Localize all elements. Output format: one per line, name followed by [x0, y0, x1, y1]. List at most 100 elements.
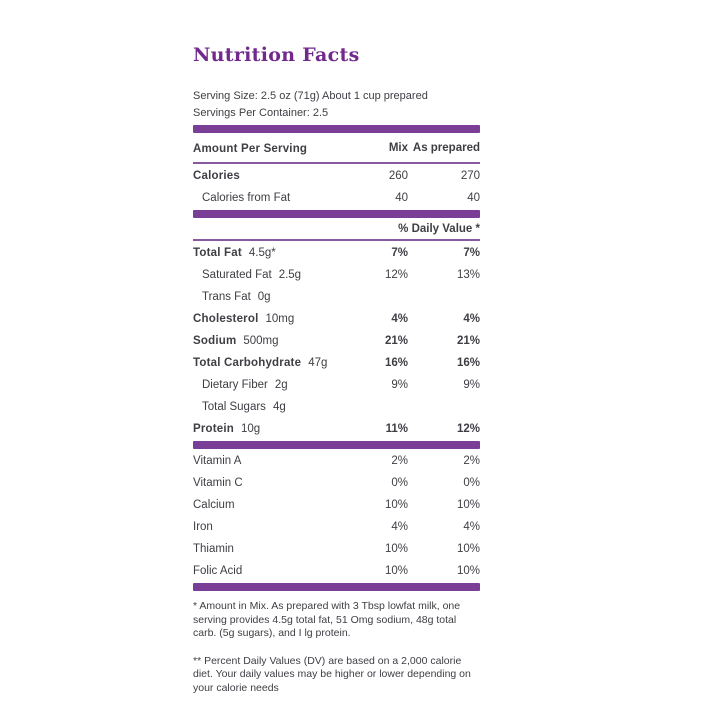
nutrient-row: Dietary Fiber 2g 9% 9%: [193, 374, 480, 396]
row-label-cell: Cholesterol 10mg: [193, 313, 346, 325]
row-amount: 0g: [257, 291, 271, 304]
row-amount: 47g: [308, 357, 328, 370]
row-label: Vitamin C: [193, 477, 243, 490]
prepared-value: 7%: [463, 247, 480, 260]
divider-bar-bottom: [193, 583, 480, 592]
row-label: Thiamin: [193, 543, 234, 556]
thin-rule-under-header: [193, 162, 480, 165]
page-title: Nutrition Facts: [193, 44, 360, 66]
row-label-cell: Folic Acid: [193, 565, 346, 577]
row-label-cell: Sodium 500mg: [193, 335, 346, 347]
table-header-row: Amount Per Serving Mix As prepared: [193, 133, 480, 162]
mix-value: 260: [388, 170, 408, 183]
footnote: ** Percent Daily Values (DV) are based o…: [193, 654, 471, 694]
prepared-value: 21%: [456, 335, 480, 348]
row-label: Dietary Fiber: [202, 379, 268, 392]
amount-per-serving-header: Amount Per Serving: [193, 142, 308, 155]
row-label-cell: Calories from Fat: [193, 192, 346, 204]
row-amount: 2g: [274, 379, 288, 392]
as-prepared-column-header: As prepared: [412, 142, 480, 154]
divider-bar-after-protein: [193, 441, 480, 450]
row-label: Total Fat: [193, 247, 242, 260]
row-label-cell: Vitamin C: [193, 477, 346, 489]
prepared-value: 0%: [463, 477, 480, 490]
row-amount: 500mg: [243, 335, 279, 348]
nutrient-row: Saturated Fat 2.5g 12% 13%: [193, 264, 480, 286]
prepared-value: 12%: [456, 423, 480, 436]
prepared-value: 10%: [456, 499, 480, 512]
row-label: Calories: [193, 170, 240, 183]
row-label: Total Carbohydrate: [193, 357, 302, 370]
row-label: Calcium: [193, 499, 235, 512]
row-label: Iron: [193, 521, 213, 534]
prepared-value: 40: [467, 192, 480, 205]
row-label-cell: Total Fat 4.5g*: [193, 247, 346, 259]
row-label: Sodium: [193, 335, 237, 348]
row-label-cell: Calcium: [193, 499, 346, 511]
row-label: Cholesterol: [193, 313, 259, 326]
serving-size-line: Serving Size: 2.5 oz (71g) About 1 cup p…: [193, 90, 428, 102]
row-label: Calories from Fat: [202, 192, 291, 205]
prepared-value: 10%: [456, 565, 480, 578]
row-label-cell: Total Carbohydrate 47g: [193, 357, 346, 369]
row-label-cell: Thiamin: [193, 543, 346, 555]
calories-row: Calories 260 270: [193, 165, 480, 187]
daily-value-header-row: % Daily Value *: [193, 218, 480, 239]
mix-value: 12%: [384, 269, 408, 282]
prepared-value: 16%: [456, 357, 480, 370]
mix-value: 11%: [385, 423, 408, 436]
servings-per-container-line: Servings Per Container: 2.5: [193, 106, 329, 119]
mix-value: 4%: [391, 521, 408, 534]
mix-value: 10%: [384, 565, 408, 578]
prepared-value: 9%: [463, 379, 480, 392]
nutrient-row: Trans Fat 0g: [193, 286, 480, 308]
footnotes: * Amount in Mix. As prepared with 3 Tbsp…: [193, 600, 480, 695]
row-label-cell: Iron: [193, 521, 346, 533]
row-label: Protein: [193, 423, 235, 436]
prepared-value: 4%: [463, 313, 480, 326]
prepared-value: 270: [460, 170, 480, 183]
mix-value: 9%: [391, 379, 408, 392]
row-label: Vitamin A: [193, 455, 242, 468]
calories-section: Calories 260 270 Calories from Fat 40 40: [193, 165, 480, 209]
row-label: Folic Acid: [193, 565, 243, 578]
row-label-cell: Saturated Fat 2.5g: [193, 269, 346, 281]
divider-bar-after-calories: [193, 210, 480, 219]
prepared-value: 2%: [463, 455, 480, 468]
row-amount: 2.5g: [278, 269, 302, 282]
prepared-value: 13%: [456, 269, 480, 282]
vitamin-row: Vitamin C 0% 0%: [193, 472, 480, 494]
row-amount: 4g: [272, 401, 286, 414]
mix-value: 40: [395, 192, 408, 205]
row-amount: 10mg: [265, 313, 295, 326]
mix-value: 2%: [391, 455, 408, 468]
prepared-value: 4%: [463, 521, 480, 534]
mix-value: 10%: [384, 543, 408, 556]
mix-value: 7%: [391, 247, 408, 260]
row-label-cell: Calories: [193, 170, 346, 182]
nutrition-facts-label: Nutrition Facts Serving Size: 2.5 oz (71…: [193, 44, 480, 695]
daily-value-header: % Daily Value *: [398, 222, 480, 235]
nutrient-row: Sodium 500mg 21% 21%: [193, 330, 480, 352]
row-label-cell: Trans Fat 0g: [193, 291, 346, 303]
row-amount: 4.5g*: [248, 247, 276, 260]
nutrient-row: Total Carbohydrate 47g 16% 16%: [193, 352, 480, 374]
vitamin-row: Thiamin 10% 10%: [193, 538, 480, 560]
nutrient-row: Cholesterol 10mg 4% 4%: [193, 308, 480, 330]
mix-value: 10%: [384, 499, 408, 512]
row-label-cell: Total Sugars 4g: [193, 401, 346, 413]
row-label-cell: Protein 10g: [193, 423, 346, 435]
nutrient-row: Total Fat 4.5g* 7% 7%: [193, 242, 480, 264]
nutrient-row: Total Sugars 4g: [193, 396, 480, 418]
mix-column-header: Mix: [388, 142, 408, 154]
mix-value: 0%: [391, 477, 408, 490]
vitamin-row: Folic Acid 10% 10%: [193, 560, 480, 582]
footnote: * Amount in Mix. As prepared with 3 Tbsp…: [193, 600, 461, 640]
nutrients-section: Total Fat 4.5g* 7% 7% Saturated Fat 2.5g 12% 13…: [193, 242, 480, 440]
vitamin-row: Iron 4% 4%: [193, 516, 480, 538]
row-amount: 10g: [241, 423, 261, 436]
row-label: Trans Fat: [202, 291, 251, 304]
vitamin-row: Calcium 10% 10%: [193, 494, 480, 516]
mix-value: 21%: [384, 335, 408, 348]
row-label-cell: Vitamin A: [193, 455, 346, 467]
